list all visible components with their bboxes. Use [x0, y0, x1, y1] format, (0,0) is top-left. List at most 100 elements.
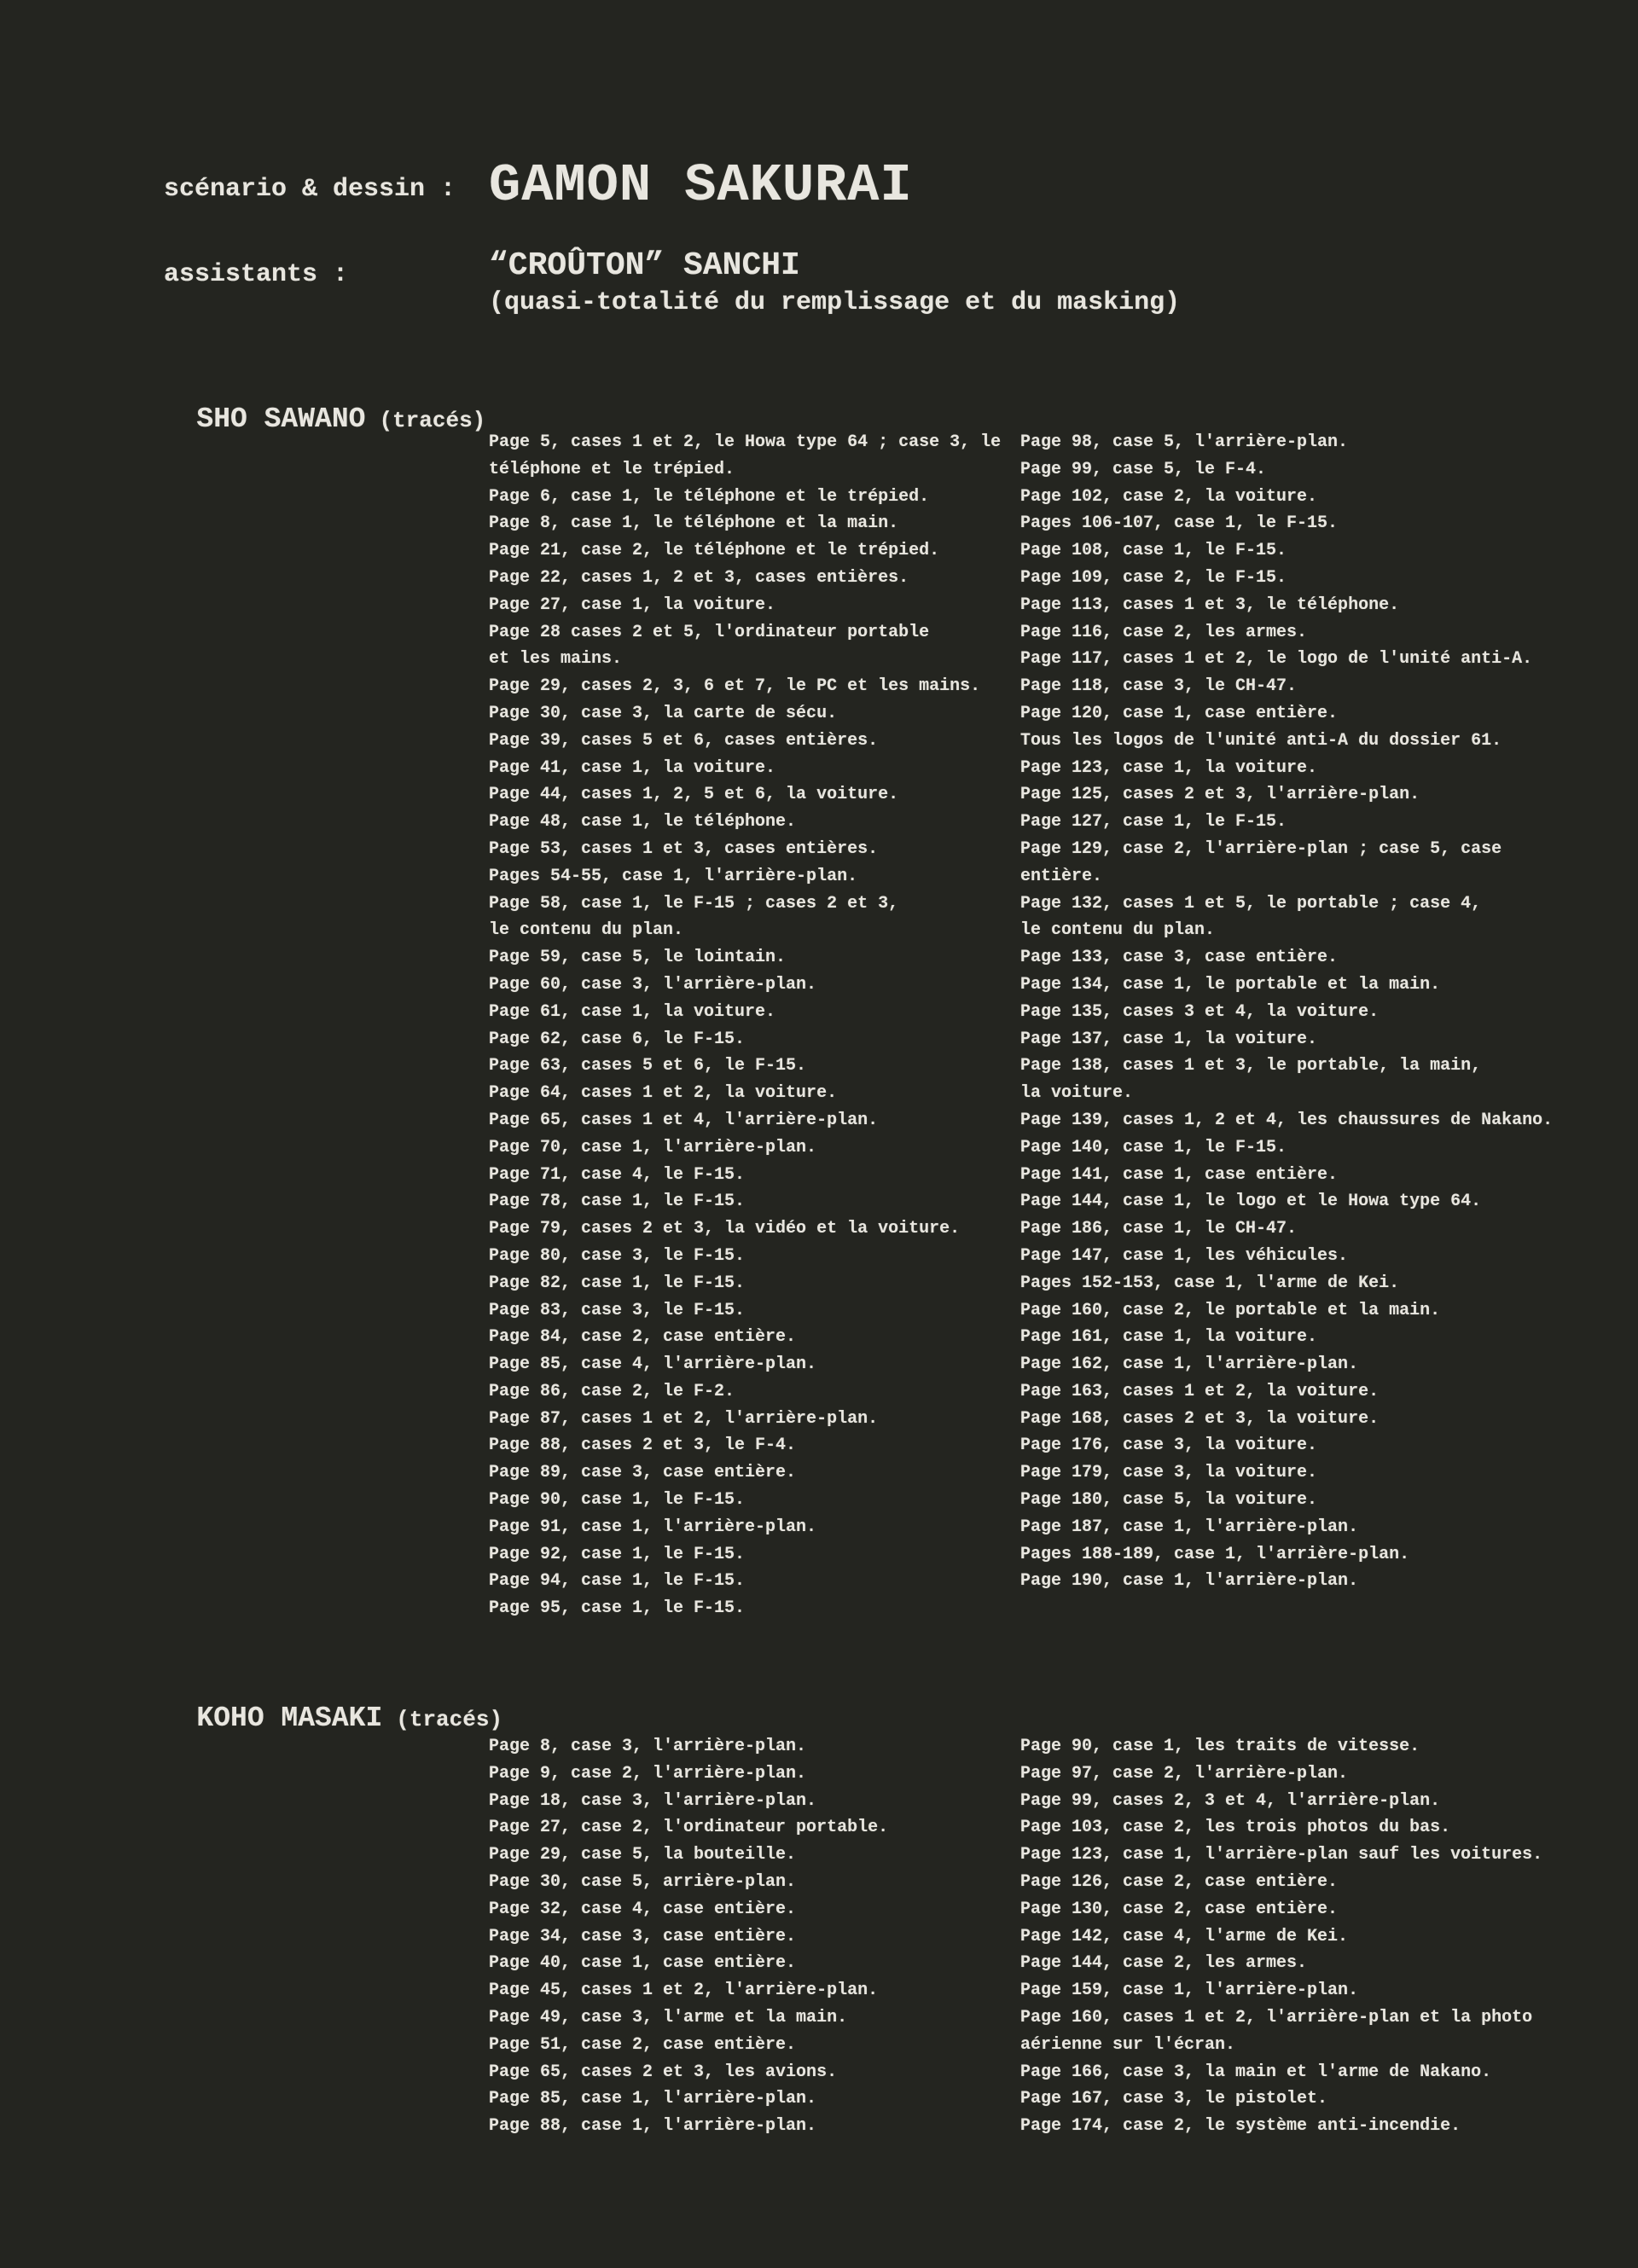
- credit-line: Pages 106-107, case 1, le F-15.: [1020, 513, 1339, 534]
- section-name: SHO SAWANO: [196, 403, 366, 435]
- credit-role-scenario-dessin: scénario & dessin :: [164, 175, 456, 204]
- section-suffix: (tracés): [379, 408, 486, 433]
- credit-line: Page 45, cases 1 et 2, l'arrière-plan.: [489, 1981, 879, 2001]
- credit-line: Page 27, case 2, l'ordinateur portable.: [489, 1818, 889, 1838]
- credit-line: téléphone et le trépied.: [489, 459, 735, 479]
- credit-line: Page 108, case 1, le F-15.: [1020, 541, 1287, 561]
- credit-line: Page 82, case 1, le F-15.: [489, 1273, 746, 1293]
- credit-line: Page 22, cases 1, 2 et 3, cases entières…: [489, 567, 909, 588]
- credit-line: Page 163, cases 1 et 2, la voiture.: [1020, 1381, 1380, 1401]
- credit-line: Page 85, case 4, l'arrière-plan.: [489, 1354, 817, 1375]
- credit-line: Page 134, case 1, le portable et la main…: [1020, 974, 1441, 995]
- credit-line: Page 132, cases 1 et 5, le portable ; ca…: [1020, 893, 1482, 914]
- credit-role-assistants: assistants :: [164, 260, 349, 289]
- credit-line: Page 160, case 2, le portable et la main…: [1020, 1300, 1441, 1320]
- credit-line: Page 159, case 1, l'arrière-plan.: [1020, 1981, 1359, 2001]
- credit-line: Page 103, case 2, les trois photos du ba…: [1020, 1818, 1451, 1838]
- credit-line: Page 89, case 3, case entière.: [489, 1463, 797, 1483]
- credit-line: Page 51, case 2, case entière.: [489, 2034, 797, 2055]
- credit-line: Page 48, case 1, le téléphone.: [489, 812, 797, 832]
- credit-line: et les mains.: [489, 649, 623, 670]
- credit-line: Pages 188-189, case 1, l'arrière-plan.: [1020, 1544, 1410, 1564]
- credit-line: Page 29, case 5, la bouteille.: [489, 1845, 797, 1865]
- credit-line: Page 144, case 2, les armes.: [1020, 1953, 1308, 1974]
- credit-line: Page 118, case 3, le CH-47.: [1020, 676, 1298, 697]
- credit-line: Page 129, case 2, l'arrière-plan ; case …: [1020, 838, 1502, 859]
- credit-line: Page 102, case 2, la voiture.: [1020, 486, 1318, 507]
- credits-column-right: Page 98, case 5, l'arrière-plan. Page 99,…: [1020, 429, 1600, 1595]
- credit-line: Page 30, case 3, la carte de sécu.: [489, 703, 838, 723]
- credit-line: Page 162, case 1, l'arrière-plan.: [1020, 1354, 1359, 1375]
- credit-line: Page 27, case 1, la voiture.: [489, 595, 776, 615]
- credit-line: Page 88, case 1, l'arrière-plan.: [489, 2116, 817, 2137]
- credit-line: la voiture.: [1020, 1083, 1134, 1104]
- credit-line: Page 84, case 2, case entière.: [489, 1327, 797, 1348]
- credit-line: Page 120, case 1, case entière.: [1020, 703, 1339, 723]
- credit-line: Page 176, case 3, la voiture.: [1020, 1436, 1318, 1456]
- credit-line: Page 65, cases 2 et 3, les avions.: [489, 2062, 838, 2082]
- credit-line: Page 40, case 1, case entière.: [489, 1953, 797, 1974]
- credit-line: Page 113, cases 1 et 3, le téléphone.: [1020, 595, 1400, 615]
- credit-line: Page 147, case 1, les véhicules.: [1020, 1245, 1349, 1266]
- credit-line: Page 61, case 1, la voiture.: [489, 1001, 776, 1022]
- section-heading-koho-masaki: KOHO MASAKI (tracés): [164, 1687, 502, 1749]
- credit-line: Page 8, case 3, l'arrière-plan.: [489, 1737, 807, 1756]
- credit-line: Page 135, cases 3 et 4, la voiture.: [1020, 1001, 1380, 1022]
- credits-column-right: Page 90, case 1, les traits de vitesse. P…: [1020, 1733, 1600, 2140]
- credit-line: Page 123, case 1, l'arrière-plan sauf le…: [1020, 1845, 1543, 1865]
- credit-line: Page 5, cases 1 et 2, le Howa type 64 ; …: [489, 432, 1002, 452]
- assistant-name: “CROÛTON” SANCHI: [489, 247, 800, 284]
- credit-line: Page 80, case 3, le F-15.: [489, 1245, 746, 1266]
- credit-line: Tous les logos de l'unité anti-A du doss…: [1020, 730, 1502, 751]
- credit-line: Page 79, cases 2 et 3, la vidéo et la vo…: [489, 1219, 961, 1239]
- credit-line: Page 63, cases 5 et 6, le F-15.: [489, 1056, 807, 1076]
- credit-line: le contenu du plan.: [1020, 920, 1216, 941]
- credit-line: Page 141, case 1, case entière.: [1020, 1164, 1339, 1185]
- credit-line: Page 116, case 2, les armes.: [1020, 622, 1308, 642]
- credit-line: Page 160, cases 1 et 2, l'arrière-plan e…: [1020, 2007, 1533, 2027]
- credit-line: Page 78, case 1, le F-15.: [489, 1192, 746, 1212]
- credit-line: Page 127, case 1, le F-15.: [1020, 812, 1287, 832]
- credits-column-left: Page 8, case 3, l'arrière-plan. Page 9, c…: [489, 1733, 1026, 2140]
- credit-line: entière.: [1020, 866, 1103, 886]
- credit-line: Page 62, case 6, le F-15.: [489, 1029, 746, 1049]
- credit-line: Page 174, case 2, le système anti-incend…: [1020, 2116, 1461, 2137]
- section-heading-sho-sawano: SHO SAWANO (tracés): [164, 388, 485, 450]
- credit-line: Page 44, cases 1, 2, 5 et 6, la voiture.: [489, 785, 899, 805]
- credit-line: Page 137, case 1, la voiture.: [1020, 1029, 1318, 1049]
- credit-line: Page 6, case 1, le téléphone et le trépi…: [489, 486, 930, 507]
- assistant-note: (quasi-totalité du remplissage et du mas…: [489, 288, 1181, 317]
- credit-line: Page 87, cases 1 et 2, l'arrière-plan.: [489, 1408, 879, 1429]
- credit-line: Page 8, case 1, le téléphone et la main.: [489, 513, 899, 534]
- author-name: GAMON SAKURAI: [489, 155, 913, 216]
- credit-line: Page 180, case 5, la voiture.: [1020, 1490, 1318, 1511]
- credit-line: Page 126, case 2, case entière.: [1020, 1871, 1339, 1892]
- credit-line: Page 92, case 1, le F-15.: [489, 1544, 746, 1564]
- credit-line: Page 91, case 1, l'arrière-plan.: [489, 1517, 817, 1537]
- credit-line: Page 99, cases 2, 3 et 4, l'arrière-plan…: [1020, 1790, 1441, 1811]
- credit-line: Page 39, cases 5 et 6, cases entières.: [489, 730, 879, 751]
- credit-line: Page 130, case 2, case entière.: [1020, 1899, 1339, 1919]
- credit-line: Page 166, case 3, la main et l'arme de N…: [1020, 2062, 1492, 2082]
- credit-line: Page 58, case 1, le F-15 ; cases 2 et 3,: [489, 893, 899, 914]
- credit-line: Page 30, case 5, arrière-plan.: [489, 1871, 797, 1892]
- credit-line: Page 125, cases 2 et 3, l'arrière-plan.: [1020, 785, 1420, 805]
- credit-line: Page 123, case 1, la voiture.: [1020, 757, 1318, 778]
- credit-line: Page 90, case 1, le F-15.: [489, 1490, 746, 1511]
- credit-line: Page 86, case 2, le F-2.: [489, 1381, 735, 1401]
- credit-line: Page 168, cases 2 et 3, la voiture.: [1020, 1408, 1380, 1429]
- credit-line: Page 97, case 2, l'arrière-plan.: [1020, 1763, 1349, 1784]
- credit-line: Page 64, cases 1 et 2, la voiture.: [489, 1083, 838, 1104]
- credit-line: Page 133, case 3, case entière.: [1020, 948, 1339, 968]
- credit-line: Page 187, case 1, l'arrière-plan.: [1020, 1517, 1359, 1537]
- credit-line: Pages 54-55, case 1, l'arrière-plan.: [489, 866, 858, 886]
- credit-line: Page 85, case 1, l'arrière-plan.: [489, 2089, 817, 2109]
- credit-line: Page 28 cases 2 et 5, l'ordinateur porta…: [489, 622, 930, 642]
- credit-line: Page 21, case 2, le téléphone et le trép…: [489, 541, 940, 561]
- credit-line: Page 144, case 1, le logo et le Howa typ…: [1020, 1192, 1482, 1212]
- credit-line: Page 95, case 1, le F-15.: [489, 1598, 746, 1619]
- credit-line: Page 98, case 5, l'arrière-plan.: [1020, 432, 1349, 452]
- credit-line: Page 186, case 1, le CH-47.: [1020, 1219, 1298, 1239]
- credit-line: Page 34, case 3, case entière.: [489, 1926, 797, 1946]
